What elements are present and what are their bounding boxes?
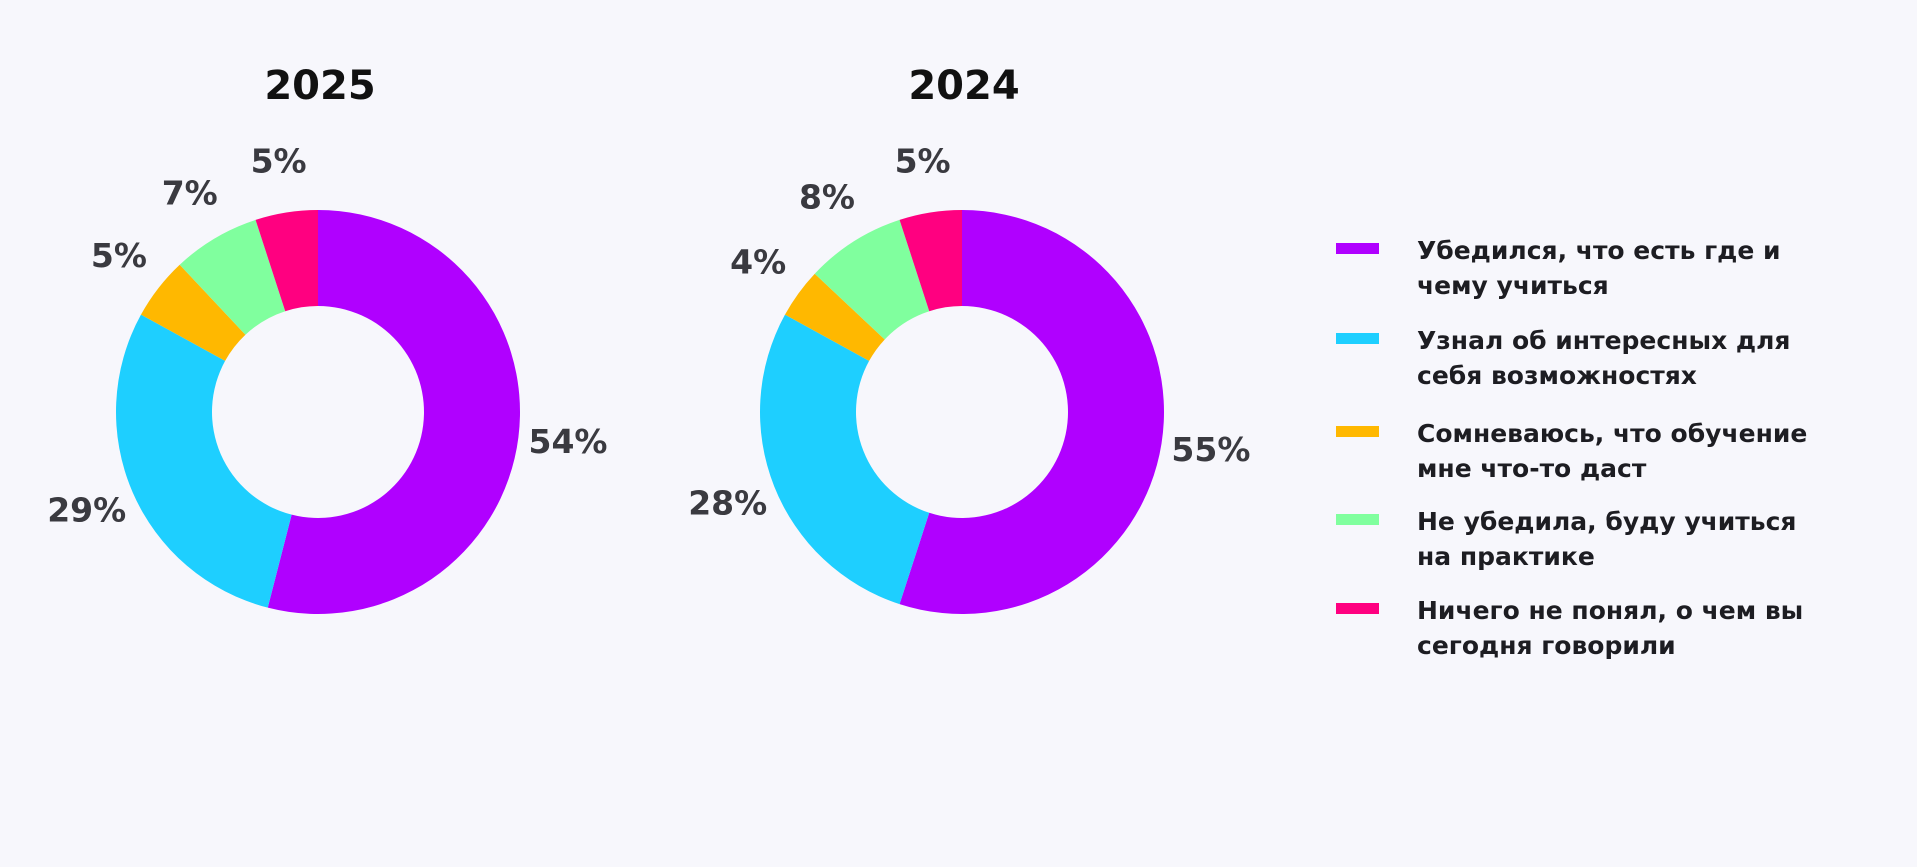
value-label: 5%: [895, 142, 951, 181]
legend-item: Ничего не понял, о чем вы сегодня говори…: [1336, 593, 1896, 663]
value-label: 29%: [47, 491, 126, 530]
legend-item: Не убедила, буду учиться на практике: [1336, 504, 1896, 574]
donut-segment: [267, 210, 521, 614]
value-label: 28%: [688, 483, 767, 522]
legend-item: Узнал об интересных для себя возможностя…: [1336, 323, 1896, 393]
legend-item: Сомневаюсь, что обучение мне что-то даст: [1336, 416, 1896, 486]
legend-swatch: [1336, 603, 1379, 614]
legend-label: Узнал об интересных для себя возможностя…: [1417, 326, 1791, 390]
donut-segment: [760, 314, 930, 605]
legend-swatch: [1336, 514, 1379, 525]
donut-segment: [140, 264, 246, 361]
chart-title: 2025: [264, 63, 375, 109]
value-label: 55%: [1171, 430, 1250, 469]
value-label: 8%: [799, 178, 855, 217]
legend-swatch: [1336, 426, 1379, 437]
donut-segment: [814, 219, 930, 340]
legend-label: Убедился, что есть где и чему учиться: [1417, 236, 1781, 300]
value-label: 5%: [251, 142, 307, 181]
value-label: 5%: [91, 236, 147, 275]
legend-item: Убедился, что есть где и чему учиться: [1336, 233, 1896, 303]
donut-segment: [899, 210, 1164, 614]
value-label: 7%: [162, 174, 218, 213]
legend-swatch: [1336, 333, 1379, 344]
donut-segment: [179, 219, 286, 335]
donut-segment: [255, 210, 318, 312]
legend-label: Сомневаюсь, что обучение мне что-то даст: [1417, 419, 1808, 483]
legend-swatch: [1336, 243, 1379, 254]
donut-segment: [899, 210, 962, 312]
donut-segment: [115, 314, 292, 608]
value-label: 4%: [730, 242, 786, 281]
chart-title: 2024: [908, 63, 1019, 109]
legend-label: Не убедила, буду учиться на практике: [1417, 507, 1797, 571]
donut-segment: [784, 273, 885, 361]
legend-label: Ничего не понял, о чем вы сегодня говори…: [1417, 596, 1804, 660]
value-label: 54%: [529, 422, 608, 461]
